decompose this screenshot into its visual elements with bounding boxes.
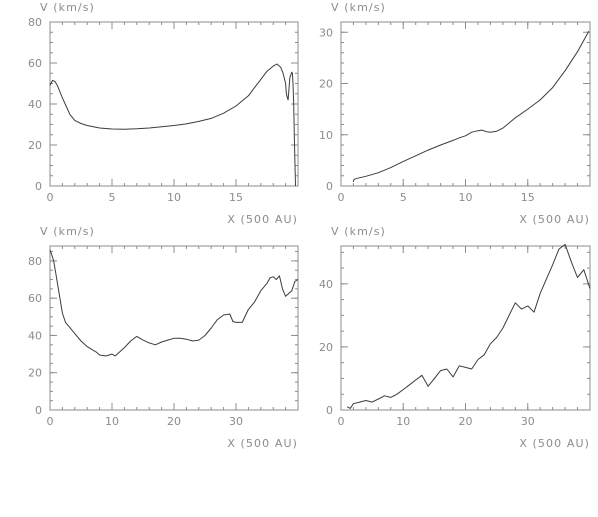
y-axis-label: V (km/s) <box>331 1 386 14</box>
x-axis-label: X (500 AU) <box>227 437 298 450</box>
y-tick-label: 40 <box>28 329 42 342</box>
series-line <box>346 243 591 409</box>
y-tick-label: 60 <box>28 57 42 70</box>
x-tick-label: 0 <box>47 191 54 204</box>
y-axis-label: V (km/s) <box>40 225 95 238</box>
y-tick-label: 0 <box>326 180 333 193</box>
series-line <box>49 249 299 357</box>
y-axis-label: V (km/s) <box>40 1 95 14</box>
y-tick-label: 40 <box>28 98 42 111</box>
x-tick-label: 15 <box>229 191 243 204</box>
panel-4: 0 10 20 30 0 20 40 V (km/s) X (500 AU) <box>319 225 591 450</box>
y-tick-label: 60 <box>28 292 42 305</box>
x-axis-label: X (500 AU) <box>519 213 590 226</box>
x-tick-label: 5 <box>400 191 407 204</box>
x-tick-label: 15 <box>521 191 535 204</box>
x-tick-label: 30 <box>521 415 535 428</box>
plot-frame <box>340 245 591 411</box>
x-tick-label: 30 <box>229 415 243 428</box>
y-tick-label: 80 <box>28 255 42 268</box>
y-tick-label: 30 <box>319 26 333 39</box>
plot-frame <box>49 21 299 187</box>
x-tick-label: 10 <box>396 415 410 428</box>
y-tick-label: 0 <box>35 180 42 193</box>
panel-2: 0 5 10 15 0 10 20 30 V (km/s) X (500 AU) <box>319 1 591 226</box>
y-tick-label: 0 <box>35 404 42 417</box>
x-axis-label: X (500 AU) <box>227 213 298 226</box>
x-axis-label: X (500 AU) <box>519 437 590 450</box>
x-tick-label: 10 <box>459 191 473 204</box>
y-axis-label: V (km/s) <box>331 225 386 238</box>
x-tick-label: 10 <box>167 191 181 204</box>
panel-1: 0 5 10 15 0 20 40 60 80 V (km/s) X (500 AU) <box>28 1 299 226</box>
x-tick-label: 0 <box>47 415 54 428</box>
y-tick-label: 10 <box>319 129 333 142</box>
y-tick-label: 0 <box>326 404 333 417</box>
y-tick-label: 20 <box>28 139 42 152</box>
series-line <box>352 30 590 183</box>
x-tick-label: 0 <box>338 191 345 204</box>
series-line <box>49 63 296 187</box>
x-tick-label: 20 <box>167 415 181 428</box>
x-tick-label: 5 <box>109 191 116 204</box>
y-tick-label: 20 <box>28 367 42 380</box>
y-tick-label: 40 <box>319 278 333 291</box>
y-tick-label: 20 <box>319 78 333 91</box>
plot-frame <box>49 245 299 411</box>
x-tick-label: 0 <box>338 415 345 428</box>
plot-frame <box>340 21 591 187</box>
x-tick-label: 10 <box>105 415 119 428</box>
x-tick-label: 20 <box>459 415 473 428</box>
y-tick-label: 80 <box>28 16 42 29</box>
y-tick-label: 20 <box>319 341 333 354</box>
panel-3: 0 10 20 30 0 20 40 60 80 V (km/s) X (500 AU) <box>28 225 299 450</box>
